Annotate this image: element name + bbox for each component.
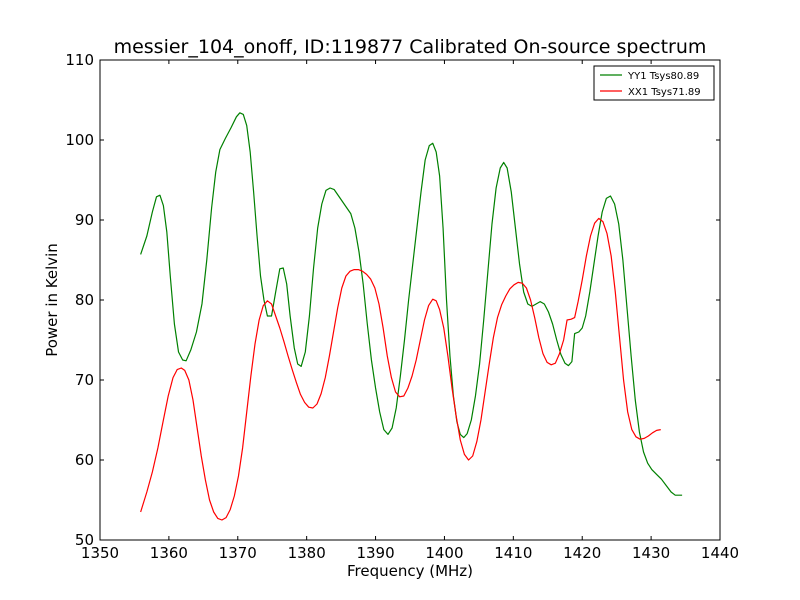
series-line-2 [140, 217, 661, 521]
x-axis-ticks: 1350 1360 1370 1380 1390 1400 1410 1420 1430 1440 [81, 60, 739, 562]
x-tick-label: 1390 [356, 544, 394, 562]
y-tick-label: 60 [75, 451, 94, 469]
x-tick-label: 1420 [563, 544, 601, 562]
y-tick-label: 50 [75, 531, 94, 549]
legend-box [593, 65, 715, 101]
chart-title: messier_104_onoff, ID:119877 Calibrated … [114, 36, 707, 58]
x-axis-label: Frequency (MHz) [347, 562, 473, 580]
series-line-1 [140, 112, 683, 496]
y-axis-label: Power in Kelvin [43, 243, 61, 357]
x-tick-label: 1400 [425, 544, 463, 562]
legend-label: YY1 Tsys80.89 [627, 71, 699, 82]
y-tick-label: 80 [75, 291, 94, 309]
y-axis-ticks: 50 60 70 80 90 100 110 [65, 51, 720, 549]
y-tick-label: 110 [65, 51, 94, 69]
plot-area [140, 112, 683, 521]
x-tick-label: 1360 [150, 544, 188, 562]
plot-frame [99, 59, 721, 541]
x-tick-label: 1410 [494, 544, 532, 562]
legend-label: XX1 Tsys71.89 [628, 87, 701, 98]
x-tick-label: 1440 [701, 544, 739, 562]
y-tick-label: 90 [75, 211, 94, 229]
x-tick-label: 1380 [288, 544, 326, 562]
y-tick-label: 100 [65, 131, 94, 149]
y-tick-label: 70 [75, 371, 94, 389]
legend: YY1 Tsys80.89 XX1 Tsys71.89 [593, 65, 715, 101]
x-tick-label: 1430 [632, 544, 670, 562]
x-tick-label: 1350 [81, 544, 119, 562]
x-tick-label: 1370 [219, 544, 257, 562]
